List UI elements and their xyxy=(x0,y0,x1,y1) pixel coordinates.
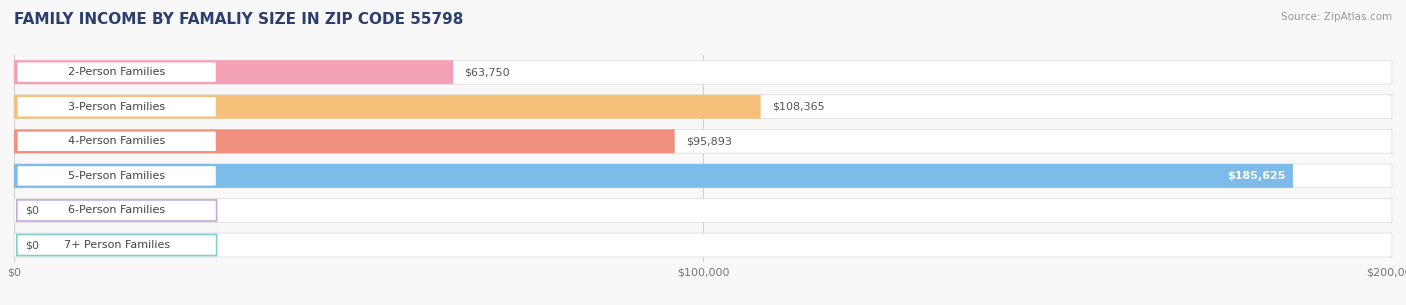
FancyBboxPatch shape xyxy=(17,165,217,186)
FancyBboxPatch shape xyxy=(14,129,1392,153)
FancyBboxPatch shape xyxy=(17,235,217,256)
Text: FAMILY INCOME BY FAMALIY SIZE IN ZIP CODE 55798: FAMILY INCOME BY FAMALIY SIZE IN ZIP COD… xyxy=(14,12,464,27)
FancyBboxPatch shape xyxy=(14,60,1392,84)
Text: 2-Person Families: 2-Person Families xyxy=(67,67,166,77)
FancyBboxPatch shape xyxy=(14,164,1392,188)
FancyBboxPatch shape xyxy=(14,60,453,84)
FancyBboxPatch shape xyxy=(14,233,1392,257)
FancyBboxPatch shape xyxy=(14,95,761,119)
Text: 6-Person Families: 6-Person Families xyxy=(67,206,166,215)
Text: $0: $0 xyxy=(25,206,39,215)
Text: 5-Person Families: 5-Person Families xyxy=(67,171,166,181)
Text: 7+ Person Families: 7+ Person Families xyxy=(63,240,170,250)
Text: $63,750: $63,750 xyxy=(464,67,510,77)
FancyBboxPatch shape xyxy=(14,95,1392,119)
Text: 4-Person Families: 4-Person Families xyxy=(67,136,166,146)
FancyBboxPatch shape xyxy=(17,200,217,221)
FancyBboxPatch shape xyxy=(17,96,217,117)
Text: $95,893: $95,893 xyxy=(686,136,731,146)
FancyBboxPatch shape xyxy=(14,199,1392,222)
Text: $108,365: $108,365 xyxy=(772,102,824,112)
FancyBboxPatch shape xyxy=(17,131,217,152)
Text: $185,625: $185,625 xyxy=(1227,171,1286,181)
Text: $0: $0 xyxy=(25,240,39,250)
FancyBboxPatch shape xyxy=(14,129,675,153)
Text: 3-Person Families: 3-Person Families xyxy=(67,102,166,112)
FancyBboxPatch shape xyxy=(17,62,217,83)
FancyBboxPatch shape xyxy=(14,164,1294,188)
Text: Source: ZipAtlas.com: Source: ZipAtlas.com xyxy=(1281,12,1392,22)
